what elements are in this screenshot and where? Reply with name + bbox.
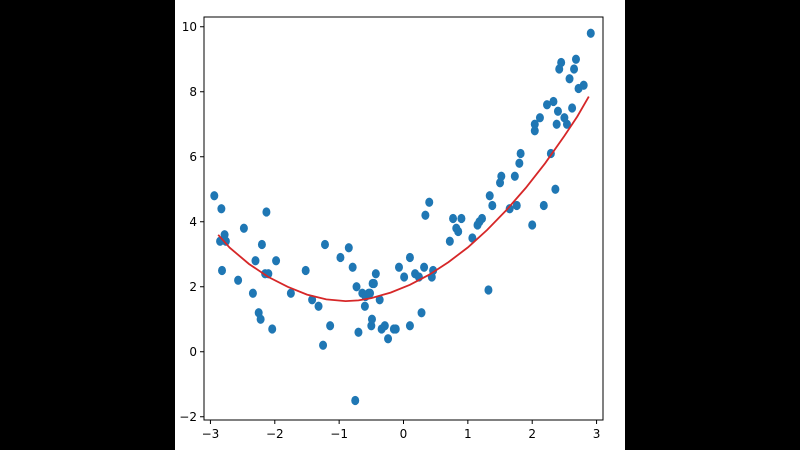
data-point	[497, 171, 506, 181]
data-point	[314, 301, 323, 311]
data-point	[405, 321, 414, 331]
x-tick-label: −3	[202, 427, 220, 441]
data-point	[579, 80, 588, 90]
data-point	[539, 200, 548, 211]
plot-frame	[203, 16, 604, 421]
data-point	[505, 204, 514, 214]
data-point	[286, 288, 295, 298]
data-point	[570, 64, 579, 74]
data-point	[562, 119, 571, 129]
data-point	[336, 252, 345, 263]
data-point	[557, 57, 566, 68]
data-point	[445, 236, 454, 246]
data-point	[248, 288, 257, 298]
y-tick-label: 10	[182, 20, 197, 34]
data-point	[454, 226, 463, 237]
data-point	[516, 148, 525, 159]
data-point	[257, 239, 266, 250]
data-point	[421, 210, 430, 220]
data-point	[251, 256, 260, 266]
data-point	[530, 119, 539, 129]
x-tick-label: −1	[330, 427, 348, 441]
data-point	[308, 295, 317, 305]
data-point	[371, 269, 380, 279]
scatter-chart: −3 −2 −1 0 1 2 3 −2 0 2 4 6 8 10	[179, 16, 604, 441]
x-tick-label: 0	[400, 427, 408, 441]
figure-canvas: −3 −2 −1 0 1 2 3 −2 0 2 4 6 8 10	[175, 0, 625, 450]
data-point	[366, 288, 375, 298]
data-point	[400, 272, 409, 282]
data-point	[262, 207, 271, 217]
data-point	[380, 321, 389, 331]
data-point	[272, 256, 281, 266]
data-point	[348, 262, 357, 272]
data-point	[384, 334, 393, 344]
data-point	[478, 213, 487, 224]
data-point	[256, 314, 265, 324]
data-point	[543, 100, 552, 110]
data-point	[268, 324, 277, 334]
fit-curve-line	[217, 96, 590, 303]
y-tick-label: 8	[189, 85, 197, 99]
y-tick-label: 0	[189, 345, 197, 359]
x-tick-label: −2	[266, 427, 284, 441]
data-point	[551, 184, 560, 194]
data-point	[468, 233, 477, 243]
data-point	[326, 321, 335, 331]
data-point	[528, 220, 537, 230]
y-tick-label: 2	[189, 280, 197, 294]
x-tick-label: 1	[464, 427, 472, 441]
data-point	[210, 191, 219, 201]
y-tick-label: 6	[189, 150, 197, 164]
x-tick-label: 2	[528, 427, 536, 441]
data-point	[485, 191, 494, 201]
data-point	[351, 395, 360, 406]
data-point	[420, 262, 429, 272]
data-point	[553, 106, 562, 116]
data-point	[484, 285, 493, 295]
data-point	[367, 314, 376, 324]
data-point	[510, 171, 519, 181]
data-point	[234, 275, 243, 285]
data-point	[360, 301, 369, 311]
data-point	[405, 252, 414, 263]
data-point	[221, 236, 230, 246]
data-point	[488, 200, 497, 211]
data-point	[319, 340, 328, 350]
data-point	[344, 243, 353, 253]
data-point	[354, 327, 363, 337]
data-point	[535, 113, 544, 123]
data-point	[568, 103, 577, 113]
data-point	[391, 324, 400, 334]
data-point	[394, 262, 403, 272]
data-point	[352, 282, 361, 292]
y-tick-label: −2	[179, 410, 197, 424]
data-point	[530, 126, 539, 136]
data-point	[449, 213, 458, 224]
data-point	[218, 265, 227, 276]
data-point	[549, 96, 558, 107]
y-tick-label: 4	[189, 215, 197, 229]
x-tick-label: 3	[593, 427, 601, 441]
data-point	[565, 74, 574, 84]
data-point	[217, 204, 226, 214]
data-point	[457, 213, 466, 224]
data-point	[425, 197, 434, 207]
data-point	[552, 119, 561, 129]
data-point	[301, 265, 310, 276]
data-point	[320, 239, 329, 250]
data-point	[369, 278, 378, 289]
data-point	[512, 200, 521, 211]
data-point	[375, 295, 384, 305]
data-point	[586, 28, 595, 38]
data-point	[239, 223, 248, 233]
data-point	[571, 54, 580, 64]
data-point	[515, 158, 524, 168]
data-point	[417, 308, 426, 318]
